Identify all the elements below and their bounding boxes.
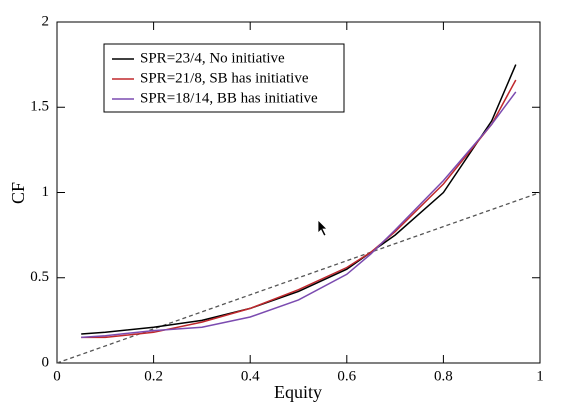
x-axis-label: Equity: [274, 382, 322, 402]
x-tick-label: 0.4: [241, 368, 260, 384]
y-tick-label: 1.5: [30, 99, 49, 115]
series-line: [81, 91, 517, 339]
x-tick-label: 0.6: [337, 368, 356, 384]
series-line: [81, 64, 517, 335]
series-line: [81, 79, 517, 339]
y-tick-label: 0.5: [30, 269, 49, 285]
y-tick-label: 1: [42, 184, 50, 200]
x-tick-label: 0.8: [434, 368, 453, 384]
legend-label: SPR=21/8, SB has initiative: [140, 70, 309, 86]
x-tick-label: 0.2: [144, 368, 163, 384]
legend-box: [103, 43, 345, 113]
x-tick-label: 1: [536, 368, 544, 384]
legend-label: SPR=23/4, No initiative: [140, 50, 285, 66]
y-tick-label: 0: [42, 354, 50, 370]
y-tick-label: 2: [42, 13, 50, 29]
legend-label: SPR=18/14, BB has initiative: [140, 90, 318, 106]
x-tick-label: 0: [53, 368, 61, 384]
y-axis-label: CF: [8, 182, 28, 204]
cursor: [317, 219, 328, 237]
